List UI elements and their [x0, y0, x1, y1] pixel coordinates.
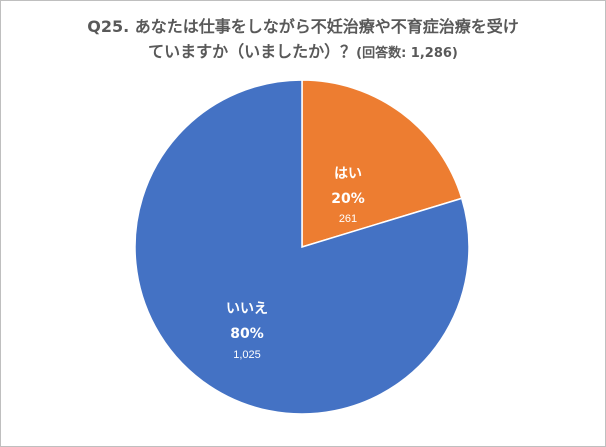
- slice-label-yes: はい: [334, 166, 362, 182]
- title-line-1: Q25. あなたは仕事をしながら不妊治療や不育症治療を受け: [87, 17, 519, 36]
- slice-label-no: いいえ: [226, 301, 268, 317]
- chart-title: Q25. あなたは仕事をしながら不妊治療や不育症治療を受け ていますか（いました…: [0, 14, 606, 66]
- slice-percent-no: 80%: [230, 326, 264, 342]
- title-line-2: ていますか（いましたか）？(回答数: 1,286): [0, 39, 606, 66]
- pie-slice-yes: [301, 79, 463, 249]
- title-line-2-text: ていますか（いましたか）？: [148, 42, 357, 61]
- slice-percent-yes: 20%: [331, 191, 365, 207]
- respondent-count: (回答数: 1,286): [356, 46, 458, 61]
- slice-count-no: 1,025: [233, 349, 261, 361]
- pie-slice-no: [134, 79, 470, 415]
- slice-count-yes: 261: [339, 213, 357, 225]
